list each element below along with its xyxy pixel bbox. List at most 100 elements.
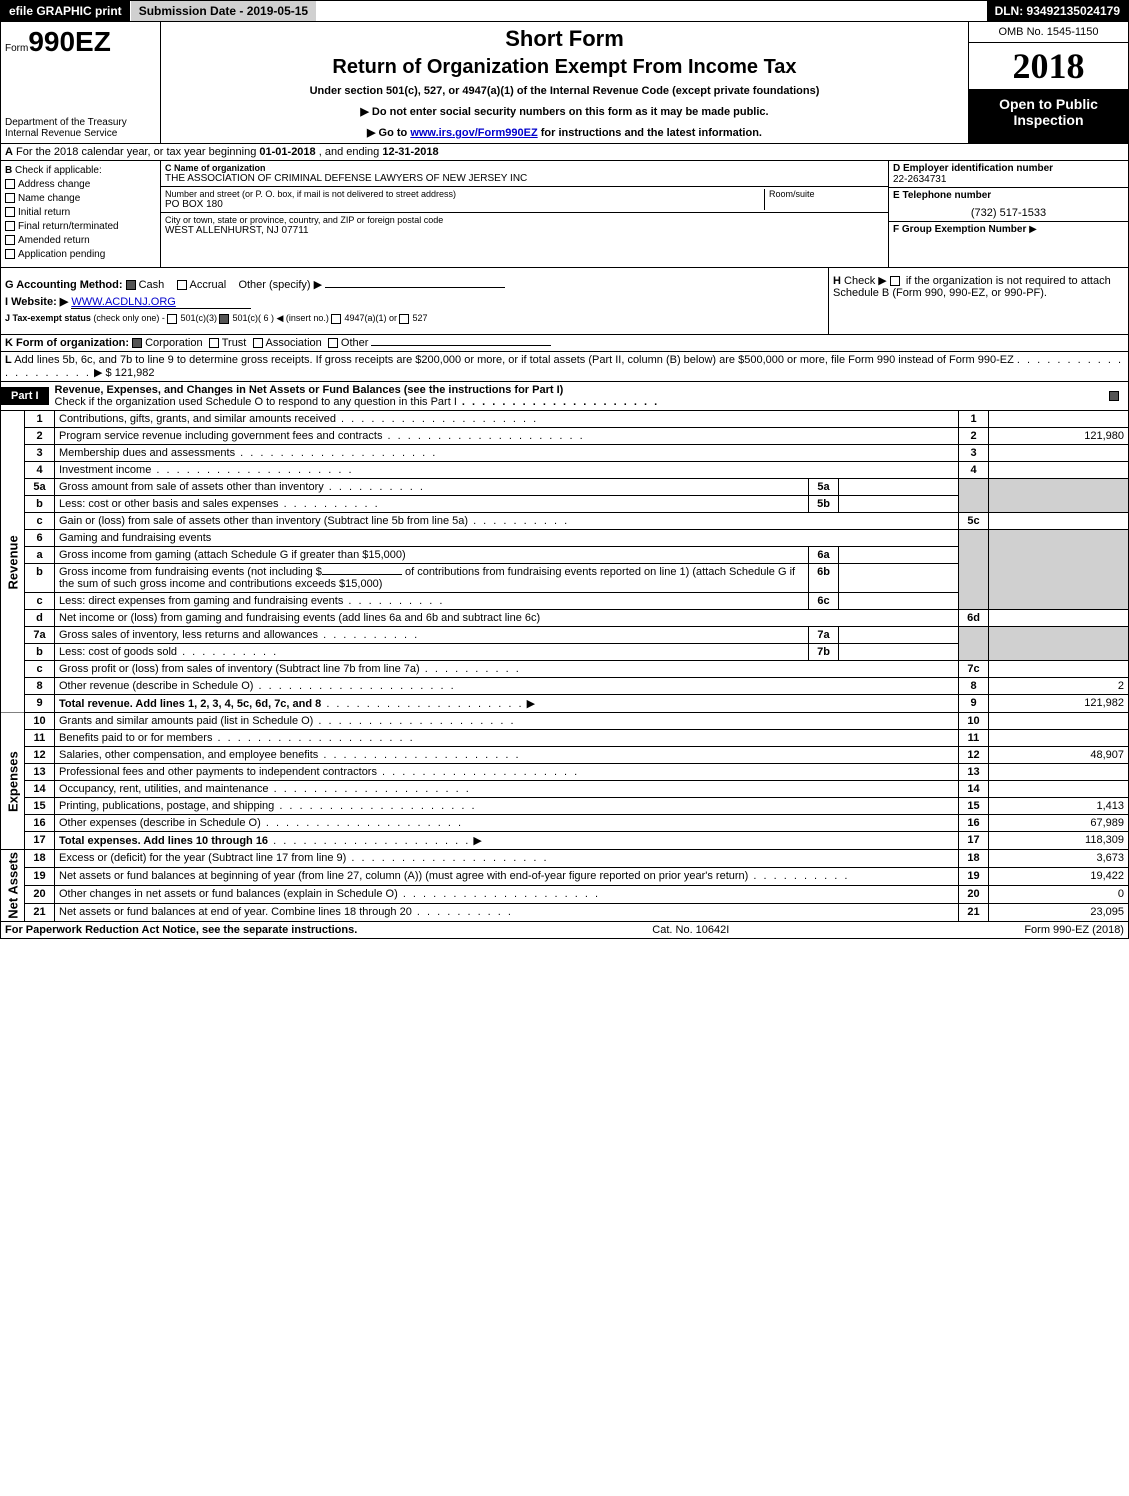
ein-value: 22-2634731 <box>893 174 1124 185</box>
l-label: L <box>5 354 12 366</box>
cb-501c[interactable] <box>219 314 229 324</box>
k-other-input[interactable] <box>371 345 551 346</box>
box-f-arrow: ▶ <box>1029 224 1037 235</box>
room-label: Room/suite <box>769 189 884 199</box>
side-expenses: Expenses <box>1 713 25 850</box>
box-b-label: B <box>5 165 12 176</box>
instruction-2: ▶ Go to www.irs.gov/Form990EZ for instru… <box>169 126 960 139</box>
instr2-post: for instructions and the latest informat… <box>538 127 762 139</box>
line-12: 12 Salaries, other compensation, and emp… <box>1 747 1129 764</box>
j-label: J Tax-exempt status <box>5 313 91 323</box>
line-15: 15 Printing, publications, postage, and … <box>1 798 1129 815</box>
cb-trust[interactable] <box>209 338 219 348</box>
form-prefix: Form <box>5 43 28 54</box>
footer-right: Form 990-EZ (2018) <box>1024 924 1124 936</box>
cb-address-change[interactable]: Address change <box>5 179 156 190</box>
box-d-label: D Employer identification number <box>893 163 1124 174</box>
line-14: 14 Occupancy, rent, utilities, and maint… <box>1 781 1129 798</box>
dln-label: DLN: 93492135024179 <box>987 1 1128 21</box>
l-amount-pre: ▶ $ <box>94 367 115 379</box>
cb-initial-return[interactable]: Initial return <box>5 207 156 218</box>
box-b-checkif: Check if applicable: <box>15 165 102 176</box>
box-b: B Check if applicable: Address change Na… <box>1 161 161 267</box>
cb-501c3[interactable] <box>167 314 177 324</box>
l-amount: 121,982 <box>115 367 155 379</box>
row-a-pre: For the 2018 calendar year, or tax year … <box>16 146 259 158</box>
cb-name-change[interactable]: Name change <box>5 193 156 204</box>
cb-application-pending[interactable]: Application pending <box>5 249 156 260</box>
h-label: H <box>833 275 841 287</box>
instruction-1: ▶ Do not enter social security numbers o… <box>169 105 960 118</box>
part1-label: Part I <box>1 387 49 405</box>
part1-header: Part I Revenue, Expenses, and Changes in… <box>0 382 1129 411</box>
org-city: WEST ALLENHURST, NJ 07711 <box>165 225 884 236</box>
submission-date: Submission Date - 2019-05-15 <box>131 1 317 21</box>
open-to-public: Open to Public Inspection <box>969 90 1128 143</box>
line-11: 11 Benefits paid to or for members 11 <box>1 730 1129 747</box>
cb-other[interactable] <box>328 338 338 348</box>
cb-final-return[interactable]: Final return/terminated <box>5 221 156 232</box>
cb-schedule-b[interactable] <box>890 276 900 286</box>
return-title: Return of Organization Exempt From Incom… <box>169 56 960 79</box>
efile-print-button[interactable]: efile GRAPHIC print <box>1 1 131 21</box>
header-center: Short Form Return of Organization Exempt… <box>161 22 968 143</box>
part1-title: Revenue, Expenses, and Changes in Net As… <box>49 382 1109 410</box>
g-other-input[interactable] <box>325 287 505 288</box>
omb-number: OMB No. 1545-1150 <box>969 22 1128 43</box>
website-link[interactable]: WWW.ACDLNJ.ORG <box>71 296 251 309</box>
cb-association[interactable] <box>253 338 263 348</box>
line-5c: c Gain or (loss) from sale of assets oth… <box>1 513 1129 530</box>
line-20: 20 Other changes in net assets or fund b… <box>1 885 1129 903</box>
irs-link[interactable]: www.irs.gov/Form990EZ <box>410 127 537 139</box>
cb-corporation[interactable] <box>132 338 142 348</box>
cb-amended-return[interactable]: Amended return <box>5 235 156 246</box>
side-revenue: Revenue <box>1 411 25 713</box>
topbar-left: efile GRAPHIC print Submission Date - 20… <box>1 1 317 21</box>
line-10: Expenses 10 Grants and similar amounts p… <box>1 713 1129 730</box>
row-a-mid: , and ending <box>319 146 383 158</box>
footer-center: Cat. No. 10642I <box>652 924 729 936</box>
g-other: Other (specify) ▶ <box>238 279 322 291</box>
line-7a: 7a Gross sales of inventory, less return… <box>1 627 1129 644</box>
k-label: K Form of organization: <box>5 337 129 349</box>
org-street: PO BOX 180 <box>165 199 764 210</box>
form-number: 990EZ <box>28 26 111 57</box>
row-a-begin: 01-01-2018 <box>259 146 315 158</box>
row-a: A For the 2018 calendar year, or tax yea… <box>0 144 1129 161</box>
row-l: L Add lines 5b, 6c, and 7b to line 9 to … <box>0 352 1129 382</box>
street-label: Number and street (or P. O. box, if mail… <box>165 189 764 199</box>
row-a-label: A <box>5 146 13 158</box>
form-header: Form990EZ Department of the Treasury Int… <box>0 22 1129 144</box>
side-netassets: Net Assets <box>1 850 25 922</box>
top-bar: efile GRAPHIC print Submission Date - 20… <box>0 0 1129 22</box>
j-sub: (check only one) - <box>93 313 165 323</box>
cb-accrual[interactable] <box>177 280 187 290</box>
header-right: OMB No. 1545-1150 2018 Open to Public In… <box>968 22 1128 143</box>
dept-treasury: Department of the Treasury Internal Reve… <box>5 117 156 139</box>
footer: For Paperwork Reduction Act Notice, see … <box>0 922 1129 939</box>
subtitle: Under section 501(c), 527, or 4947(a)(1)… <box>169 85 960 97</box>
i-label: I Website: ▶ <box>5 296 68 308</box>
boxes-def: D Employer identification number 22-2634… <box>888 161 1128 267</box>
h-block: H Check ▶ if the organization is not req… <box>828 268 1128 334</box>
box-e-label: E Telephone number <box>893 190 1124 201</box>
line-13: 13 Professional fees and other payments … <box>1 764 1129 781</box>
cb-4947[interactable] <box>331 314 341 324</box>
footer-left: For Paperwork Reduction Act Notice, see … <box>5 924 357 936</box>
row-a-end: 12-31-2018 <box>382 146 438 158</box>
org-name: THE ASSOCIATION OF CRIMINAL DEFENSE LAWY… <box>165 173 884 184</box>
dept-line2: Internal Revenue Service <box>5 128 156 139</box>
city-label: City or town, state or province, country… <box>165 215 884 225</box>
short-form-title: Short Form <box>169 26 960 52</box>
line-6b-input[interactable] <box>322 574 402 575</box>
address-block: B Check if applicable: Address change Na… <box>0 161 1129 268</box>
cb-schedule-o-part1[interactable] <box>1109 391 1119 401</box>
l-text: Add lines 5b, 6c, and 7b to line 9 to de… <box>14 354 1014 366</box>
cb-cash[interactable] <box>126 280 136 290</box>
line-5a: 5a Gross amount from sale of assets othe… <box>1 479 1129 496</box>
header-left: Form990EZ Department of the Treasury Int… <box>1 22 161 143</box>
g-label: G Accounting Method: <box>5 279 123 291</box>
row-k: K Form of organization: Corporation Trus… <box>0 335 1129 352</box>
cb-527[interactable] <box>399 314 409 324</box>
dept-line1: Department of the Treasury <box>5 117 156 128</box>
